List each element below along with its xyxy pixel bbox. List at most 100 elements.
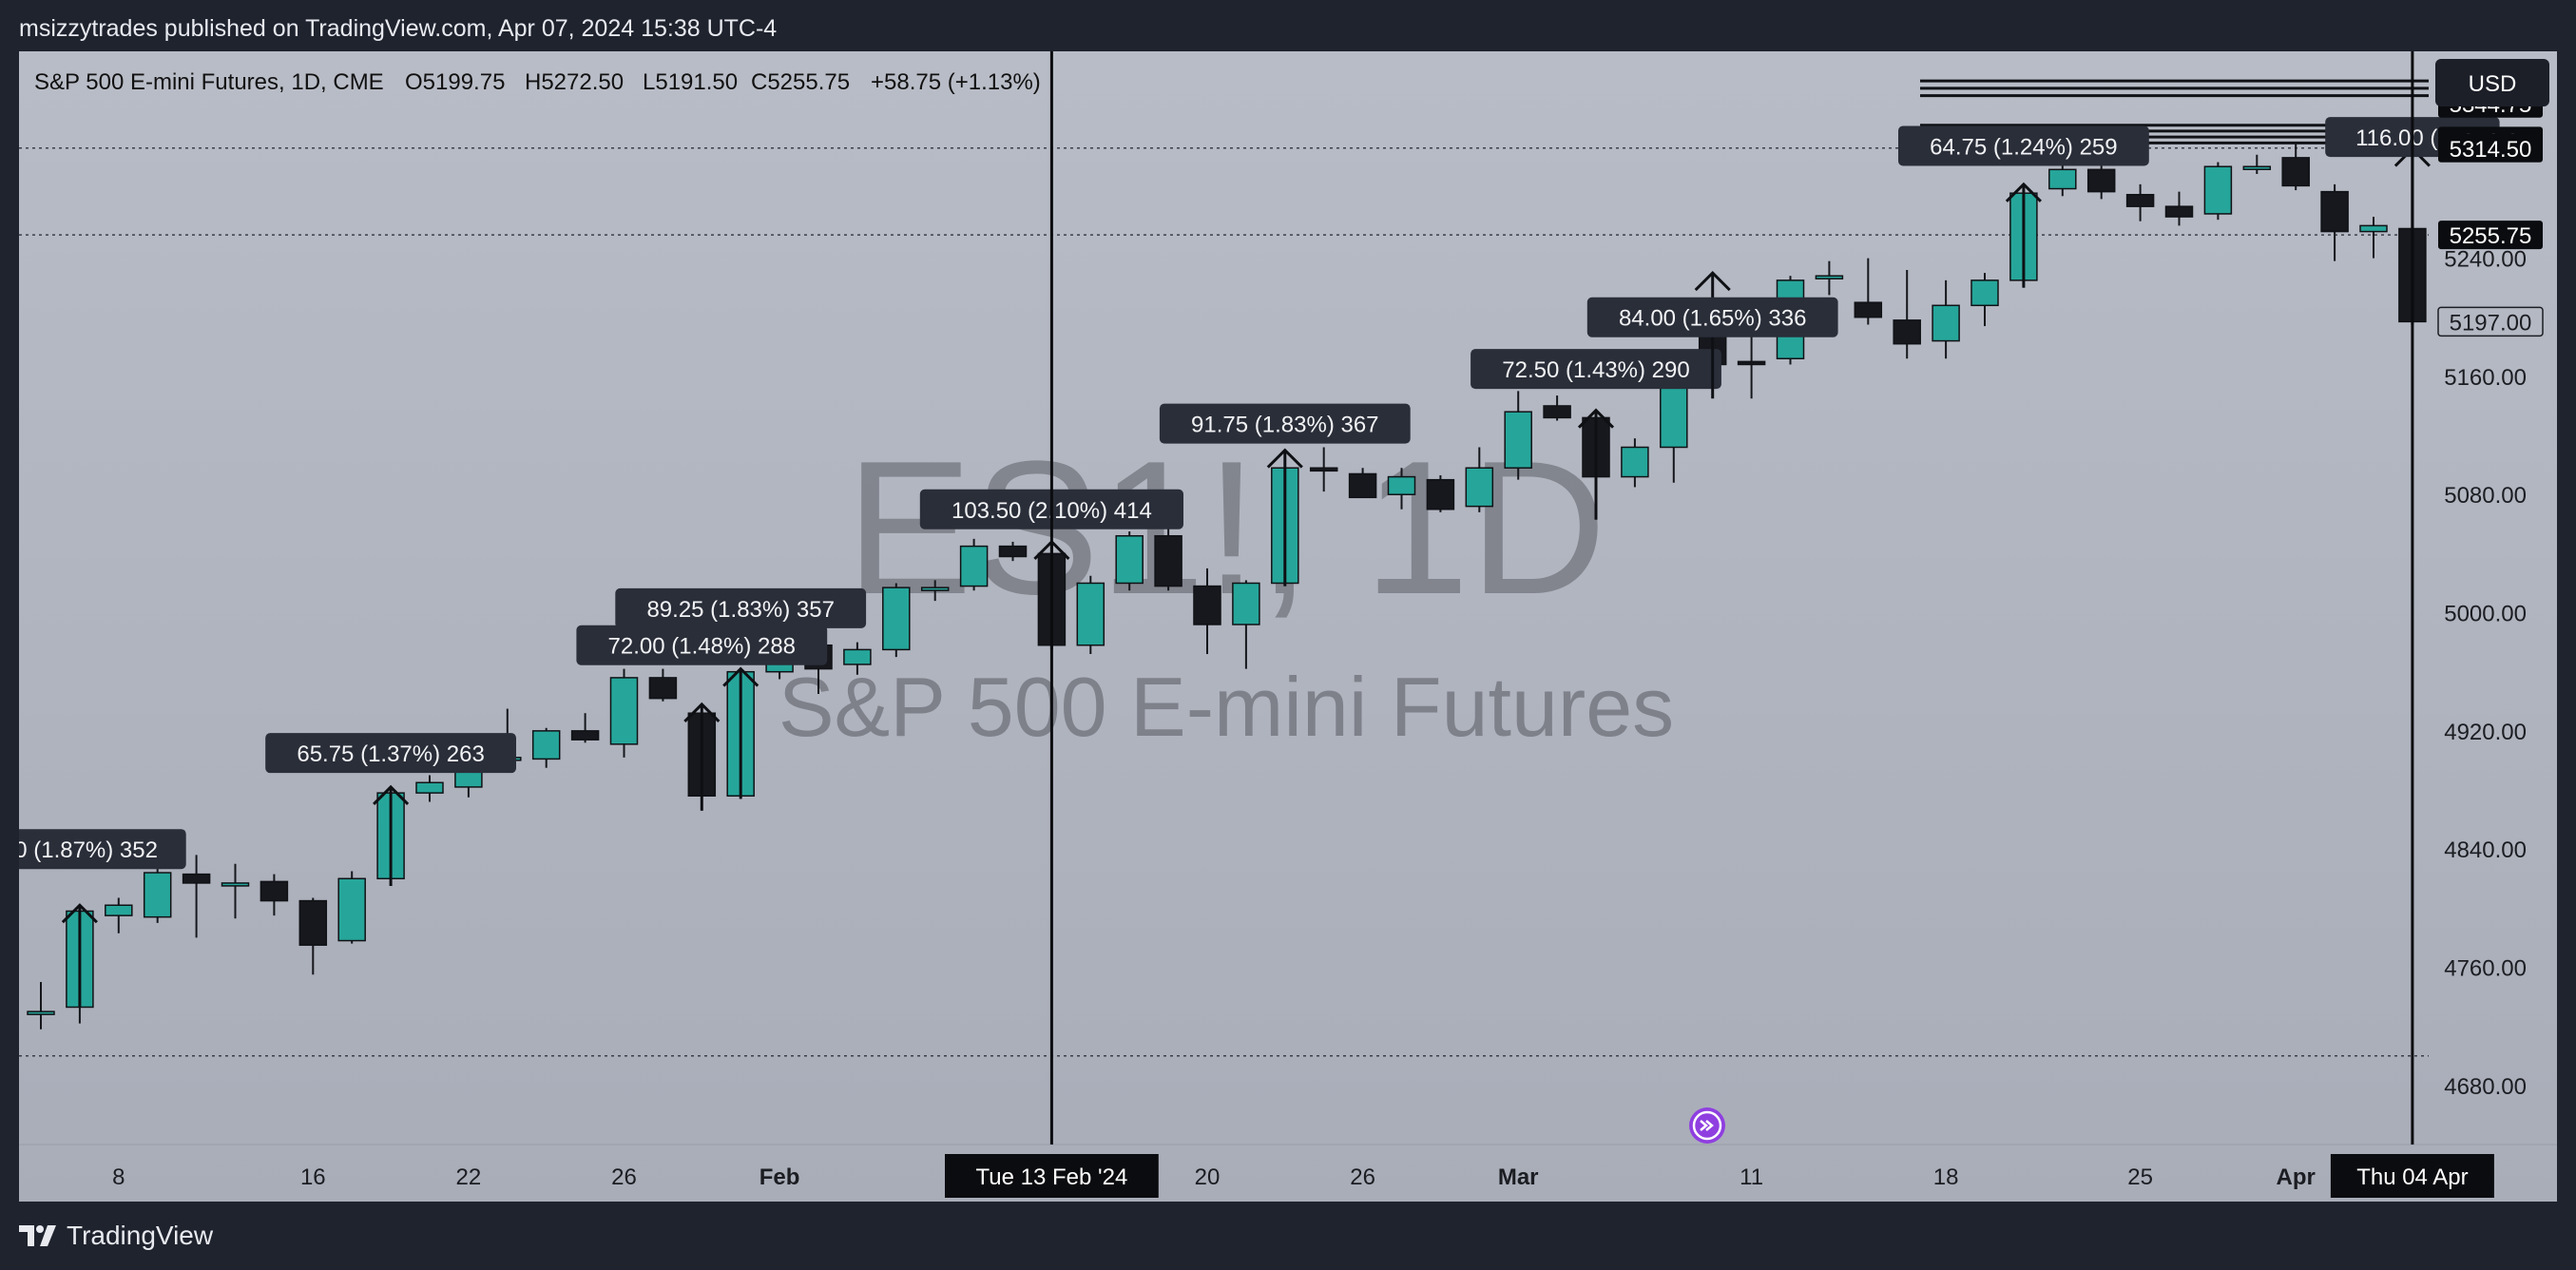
tradingview-logo-icon: [19, 1225, 56, 1246]
legend-low: L5191.50: [643, 69, 738, 95]
candle-down: [1348, 472, 1377, 499]
time-tick-label: 16: [300, 1164, 326, 1190]
time-axis: 8 16 22 26 Feb 20 26 Mar 11 18 25 Apr: [112, 1164, 2316, 1190]
price-tick-label: 4760.00: [2444, 956, 2527, 982]
candle-up: [2359, 224, 2388, 233]
candle-up: [1815, 275, 1844, 279]
price-marker-box: [2438, 221, 2543, 250]
move-label: 89.25 (1.83%) 357: [646, 597, 834, 623]
legend-open: O5199.75: [405, 69, 505, 95]
move-label-box: [1586, 297, 1838, 337]
time-tick-label: 26: [611, 1164, 637, 1190]
publisher-bar: msizzytrades published on TradingView.co…: [0, 0, 2576, 57]
price-marker-label: 5197.00: [2450, 310, 2532, 336]
candle-up: [920, 587, 950, 591]
legend-high: H5272.50: [525, 69, 624, 95]
candle-up: [882, 587, 911, 651]
candle-up: [843, 648, 872, 665]
price-tick-label: 4840.00: [2444, 837, 2527, 863]
move-label: 72.00 (1.48%) 288: [608, 634, 796, 660]
move-label: 72.50 (1.43%) 290: [1502, 357, 1689, 383]
candle-up: [143, 872, 172, 918]
move-label-box: [19, 829, 186, 870]
price-marker-label: 5255.75: [2450, 223, 2532, 249]
time-tick-label: Feb: [759, 1164, 800, 1190]
candle-down: [570, 730, 600, 741]
candle-up: [1115, 534, 1144, 585]
candle-up: [1970, 279, 1999, 307]
candle-up: [221, 882, 250, 887]
price-tick-label: 4920.00: [2444, 720, 2527, 745]
time-tick-label: 11: [1740, 1164, 1763, 1190]
price-marker-label: 5314.50: [2450, 137, 2532, 163]
currency-button[interactable]: USD: [2435, 59, 2549, 106]
candle-up: [1932, 304, 1960, 342]
candle-down: [998, 545, 1028, 558]
candle-up: [1621, 446, 1649, 478]
price-marker-box: [2438, 133, 2543, 163]
candle-up: [337, 877, 366, 942]
price-tick-label: 4680.00: [2444, 1074, 2527, 1100]
price-axis: 5240.00 5160.00 5080.00 5000.00 4920.00 4840.…: [2437, 88, 2544, 1100]
footer-bar: TradingView: [0, 1202, 2576, 1270]
move-label: 64.75 (1.24%) 259: [1930, 134, 2117, 160]
time-tick-label: 18: [1933, 1164, 1959, 1190]
move-arrow-head: [1694, 270, 1731, 292]
candle-down: [2320, 190, 2349, 233]
candle-up: [2203, 165, 2233, 215]
price-tick-label: 5160.00: [2444, 365, 2527, 391]
legend-close: C5255.75: [751, 69, 850, 95]
candle-down: [1543, 405, 1571, 419]
brand-name: TradingView: [67, 1221, 214, 1250]
price-chart[interactable]: ES1!, 1D S&P 500 E-mini Futures 00 (1.87…: [19, 51, 2557, 1202]
candle-down: [1154, 534, 1182, 587]
move-arrow-head: [683, 702, 721, 722]
legend-symbol: S&P 500 E-mini Futures, 1D, CME: [34, 69, 384, 95]
grid-lines: [19, 147, 2557, 1145]
candle-up: [2048, 168, 2077, 190]
move-label: 84.00 (1.65%) 336: [1619, 306, 1806, 332]
currency-label: USD: [2469, 71, 2517, 97]
replay-icon[interactable]: [1689, 1107, 1725, 1144]
move-label: 65.75 (1.37%) 263: [297, 741, 484, 767]
candle-down: [1426, 478, 1455, 510]
move-arrow-head: [373, 784, 410, 805]
cursor-date-box: [945, 1154, 1159, 1198]
candle-down: [1193, 585, 1221, 625]
time-tick-label: 25: [2127, 1164, 2153, 1190]
candle-down: [1309, 467, 1338, 472]
price-tick-label: 5000.00: [2444, 602, 2527, 627]
cursor-date-label: Tue 13 Feb '24: [976, 1164, 1128, 1190]
candle-down: [1737, 360, 1766, 366]
candle-up: [1387, 475, 1416, 495]
candle-down: [2281, 157, 2310, 187]
candle-up: [1076, 582, 1105, 646]
move-arrow-head: [1577, 408, 1615, 429]
candle-up: [531, 730, 561, 760]
chart-panel[interactable]: ES1!, 1D S&P 500 E-mini Futures 00 (1.87…: [19, 51, 2557, 1202]
candle-up: [105, 904, 133, 916]
move-annotations: 00 (1.87%) 352 65.75 (1.37%) 263 72.00 (1.…: [19, 117, 2500, 1008]
candle-down: [260, 880, 289, 902]
watermark: ES1!, 1D S&P 500 E-mini Futures: [779, 422, 1674, 754]
time-tick-label: 22: [456, 1164, 482, 1190]
candle-up: [2242, 165, 2272, 170]
candle-down: [182, 873, 211, 884]
time-tick-label: 20: [1195, 1164, 1221, 1190]
legend-change: +58.75 (+1.13%): [871, 69, 1041, 95]
time-tick-label: 8: [112, 1164, 125, 1190]
move-label: 91.75 (1.83%) 367: [1191, 413, 1378, 438]
candle-up: [1504, 411, 1532, 469]
candle-down: [1854, 301, 1883, 318]
move-arrow-head: [1266, 448, 1303, 469]
candle-up: [1660, 387, 1688, 449]
tradingview-logo[interactable]: TradingView: [19, 1221, 213, 1251]
move-label-box: [1159, 403, 1411, 444]
cursor-date-label: Thu 04 Apr: [2356, 1164, 2468, 1190]
candle-up: [959, 545, 989, 587]
move-arrow-head: [2005, 182, 2042, 202]
move-label: 00 (1.87%) 352: [19, 837, 158, 863]
move-arrow-head: [61, 903, 98, 924]
candle-up: [27, 1010, 55, 1015]
time-tick-label: Mar: [1498, 1164, 1539, 1190]
